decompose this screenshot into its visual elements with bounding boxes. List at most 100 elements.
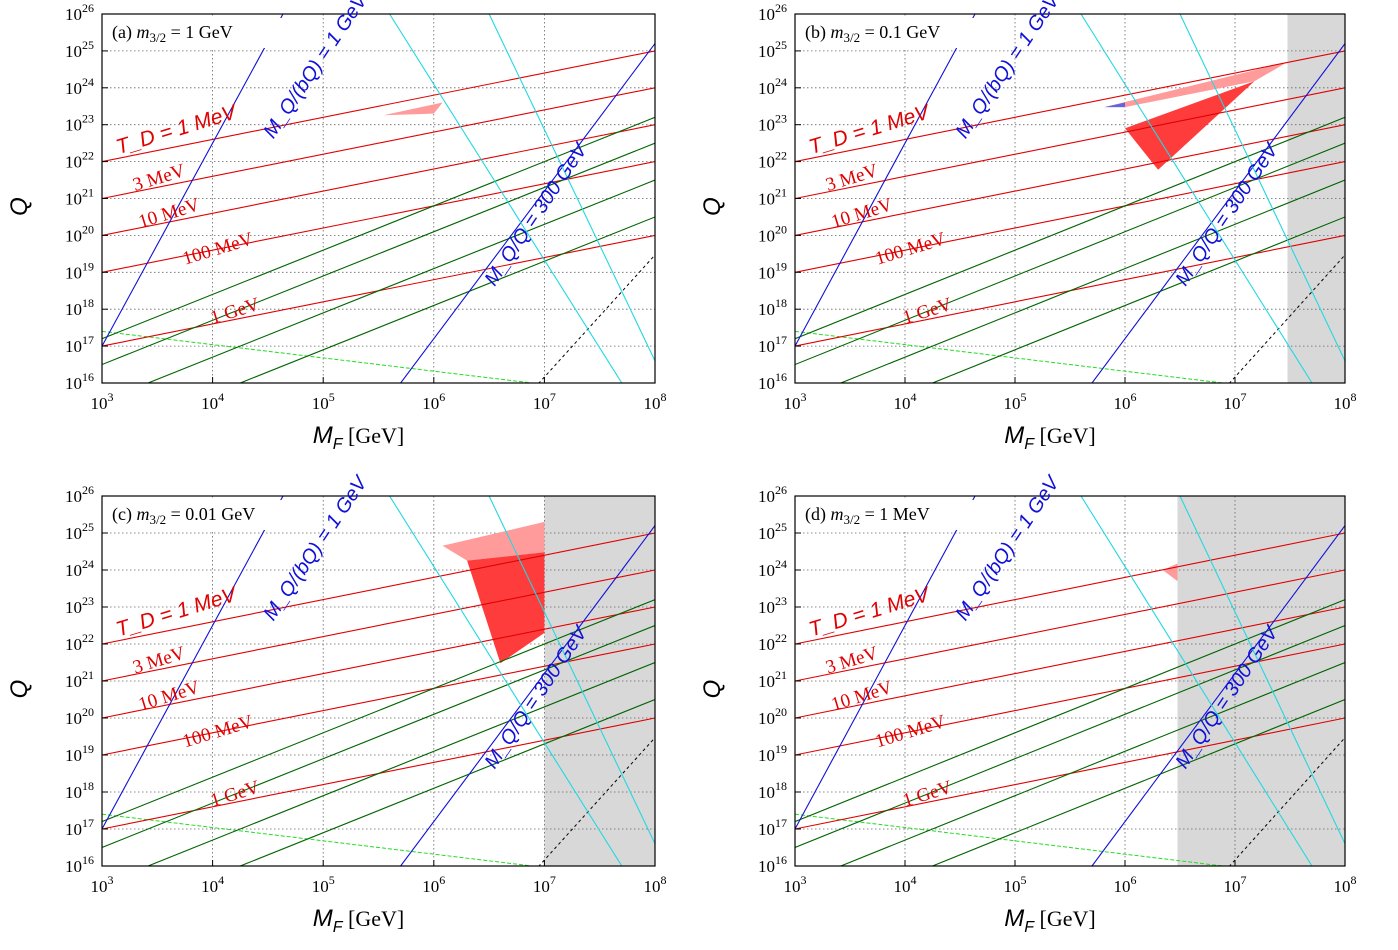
td-line-label: 100 MeV <box>180 228 256 269</box>
y-tick-label: 1023 <box>758 112 787 135</box>
y-tick-label: 1023 <box>65 112 94 135</box>
y-tick-label: 1019 <box>65 259 94 282</box>
x-tick-label: 105 <box>312 873 335 896</box>
x-tick-label: 108 <box>1334 873 1357 896</box>
x-tick-label: 108 <box>1334 390 1357 413</box>
td-line <box>102 87 655 200</box>
x-tick-label: 104 <box>894 873 917 896</box>
td-line-label: T_D = 1 MeV <box>113 582 240 641</box>
chart-panel-b: 103 104 105 106 107 108 1016 1017 1018 1019 1020 10… <box>699 0 1357 453</box>
y-tick-label: 1018 <box>758 779 787 802</box>
y-tick-label: 1017 <box>65 333 94 356</box>
x-tick-label: 108 <box>644 390 667 413</box>
td-line <box>102 124 655 236</box>
cyan-line <box>488 14 655 362</box>
y-tick-label: 1026 <box>65 1 94 24</box>
x-tick-label: 105 <box>1004 390 1027 413</box>
y-tick-label: 1020 <box>65 222 94 245</box>
x-tick-label: 105 <box>312 390 335 413</box>
chart-panel-a: 103 104 105 106 107 108 1016 1017 1018 1019 1020 10… <box>6 0 667 453</box>
td-line <box>795 532 1345 645</box>
td-line-label: 10 MeV <box>829 677 895 716</box>
td-line <box>102 569 655 682</box>
td-line-label: 100 MeV <box>873 228 949 269</box>
td-line-label: 100 MeV <box>873 711 949 752</box>
y-tick-label: 1022 <box>758 631 787 654</box>
allowed-region <box>1162 563 1178 582</box>
green-line <box>238 698 655 866</box>
panel-title: (a) m3/2 = 1 GeV <box>112 22 233 45</box>
cyan-line <box>1080 14 1313 383</box>
td-line <box>795 50 1345 163</box>
y-axis-label: Q <box>6 680 33 699</box>
x-tick-label: 103 <box>91 390 114 413</box>
td-line-label: 1 GeV <box>900 777 954 812</box>
y-tick-label: 1024 <box>65 75 94 98</box>
y-tick-label: 1021 <box>758 668 787 691</box>
green-line <box>795 116 1345 340</box>
x-tick-label: 103 <box>784 390 807 413</box>
cyan-line <box>389 496 623 866</box>
y-axis-label: Q <box>6 197 33 216</box>
blue-line-mq-bq <box>795 496 976 830</box>
y-tick-label: 1017 <box>65 816 94 839</box>
y-tick-label: 1026 <box>758 483 787 506</box>
allowed-region <box>383 102 443 116</box>
green-line <box>931 216 1345 383</box>
panel-title: (b) m3/2 = 0.1 GeV <box>805 22 940 45</box>
y-tick-label: 1019 <box>65 742 94 765</box>
dashed-green-line <box>795 330 1227 383</box>
cyan-line <box>1179 14 1345 362</box>
chart-panel-c: 103 104 105 106 107 108 1016 1017 1018 1019 1020 10… <box>6 471 667 936</box>
y-tick-label: 1019 <box>758 742 787 765</box>
x-tick-label: 103 <box>784 873 807 896</box>
x-axis-label: MF [GeV] <box>313 422 404 453</box>
td-line-label: 3 MeV <box>823 160 880 196</box>
x-tick-label: 107 <box>533 390 556 413</box>
plot-area <box>795 496 1345 866</box>
blue-line-mq-q <box>1091 43 1345 383</box>
td-line-label: 10 MeV <box>829 194 895 233</box>
green-line <box>102 142 655 366</box>
x-tick-label: 106 <box>422 390 445 413</box>
title-box <box>799 500 989 530</box>
cyan-line <box>1080 496 1313 866</box>
y-tick-label: 1016 <box>65 370 94 393</box>
black-dashed-line <box>538 254 655 383</box>
allowed-region <box>1104 102 1125 108</box>
x-tick-label: 104 <box>201 873 224 896</box>
x-tick-label: 107 <box>1224 873 1247 896</box>
x-tick-label: 107 <box>1224 390 1247 413</box>
td-line <box>795 569 1345 682</box>
td-line-label: 1 GeV <box>208 777 262 812</box>
y-tick-label: 1021 <box>65 668 94 691</box>
mq-q-label: M_Q/Q = 300 GeV <box>1171 138 1283 289</box>
x-tick-label: 106 <box>1114 390 1137 413</box>
x-axis-label: MF [GeV] <box>1004 905 1095 936</box>
excluded-region <box>1177 496 1345 866</box>
x-tick-label: 103 <box>91 873 114 896</box>
y-tick-label: 1017 <box>758 816 787 839</box>
x-tick-label: 104 <box>201 390 224 413</box>
y-axis-label: Q <box>699 680 726 699</box>
allowed-region <box>467 552 545 664</box>
green-line <box>795 142 1345 366</box>
y-tick-label: 1025 <box>65 38 94 61</box>
x-tick-label: 106 <box>1114 873 1137 896</box>
td-line-label: 1 GeV <box>900 294 954 329</box>
x-axis-label: MF [GeV] <box>313 905 404 936</box>
green-line <box>931 698 1345 866</box>
green-line <box>146 179 655 383</box>
y-tick-label: 1024 <box>65 557 94 580</box>
y-tick-label: 1022 <box>65 149 94 172</box>
td-line <box>102 50 655 163</box>
y-tick-label: 1016 <box>758 853 787 876</box>
mq-q-label: M_Q/Q = 300 GeV <box>481 138 593 289</box>
y-tick-label: 1026 <box>758 1 787 24</box>
allowed-region <box>442 521 545 561</box>
dashed-green-line <box>102 330 537 383</box>
y-tick-label: 1021 <box>758 186 787 209</box>
green-line <box>795 624 1345 849</box>
y-tick-label: 1022 <box>65 631 94 654</box>
